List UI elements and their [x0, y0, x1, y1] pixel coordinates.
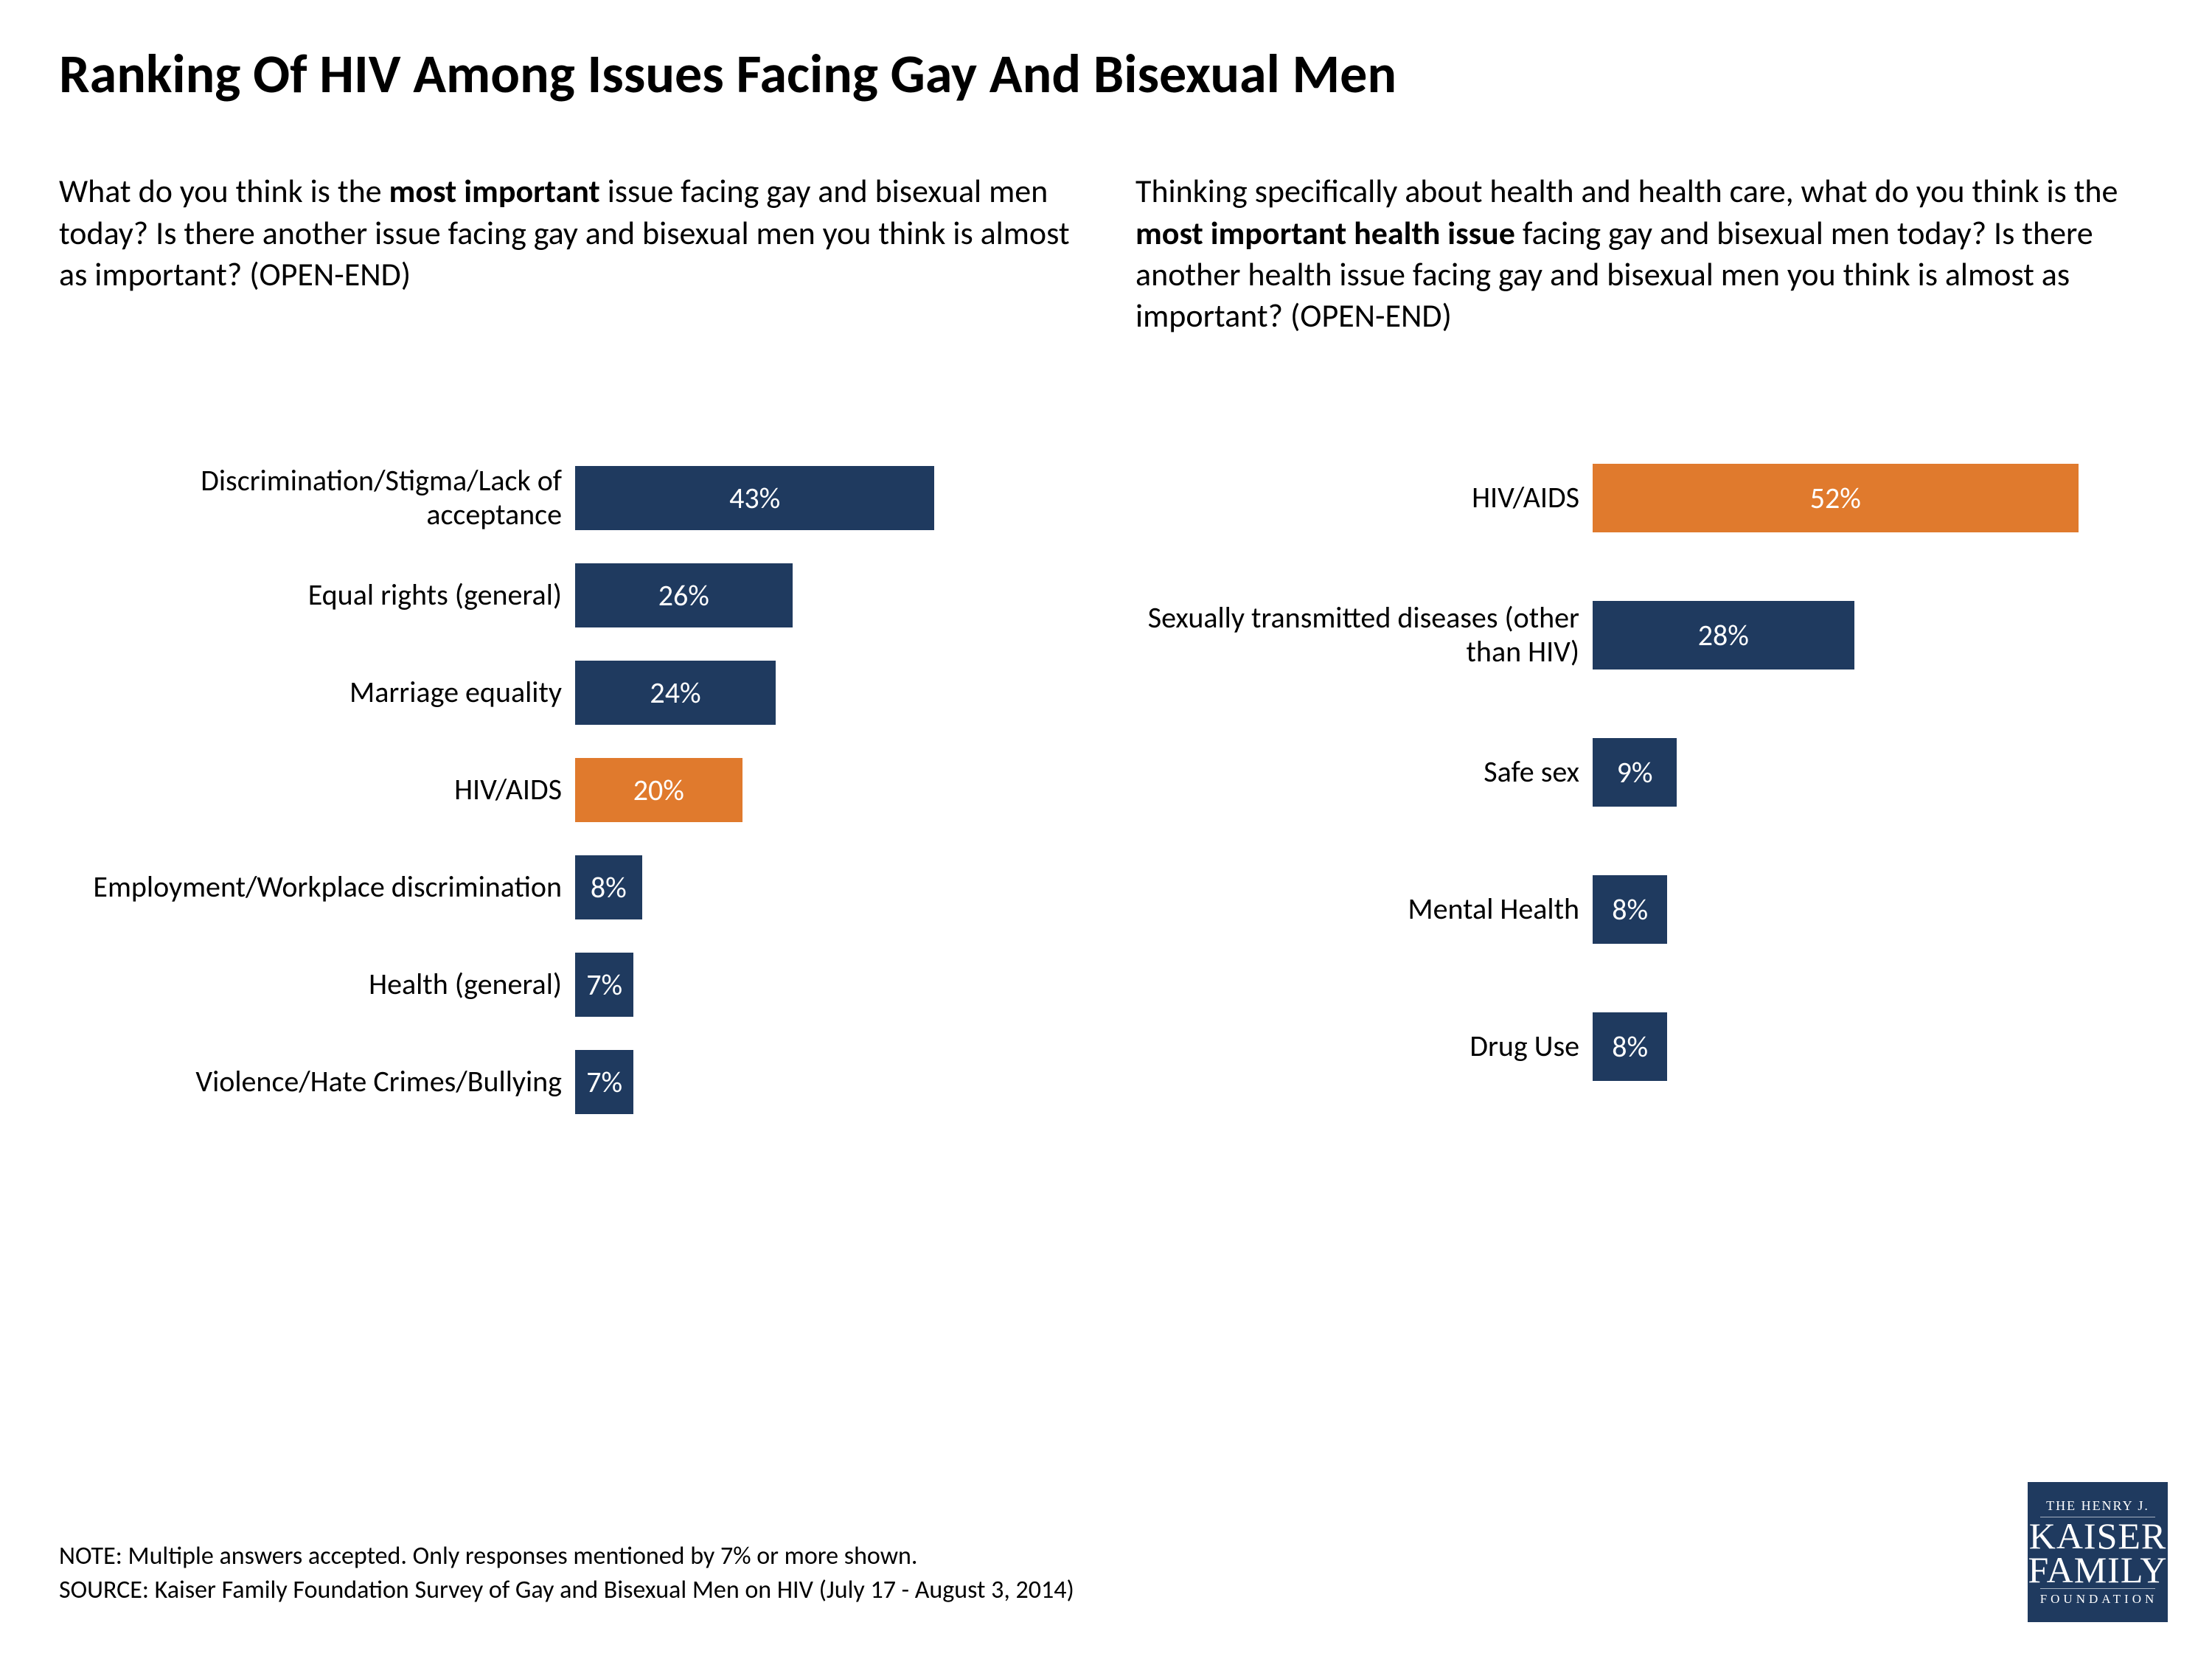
- bar: 8%: [575, 855, 642, 919]
- bar-label: Marriage equality: [59, 675, 575, 709]
- bar-label: Violence/Hate Crimes/Bullying: [59, 1065, 575, 1099]
- bar-label: Discrimination/Stigma/Lack of acceptance: [59, 464, 575, 532]
- chart-columns: What do you think is the most important …: [59, 170, 2153, 1121]
- kaiser-logo: THE HENRY J. KAISER FAMILY FOUNDATION: [2028, 1482, 2168, 1622]
- chart-row: Violence/Hate Crimes/Bullying7%: [59, 1042, 1077, 1121]
- bar-label: Mental Health: [1135, 892, 1593, 926]
- bar: 7%: [575, 953, 633, 1016]
- bar-value: 8%: [1593, 1029, 1667, 1065]
- footer: NOTE: Multiple answers accepted. Only re…: [59, 1540, 1074, 1607]
- left-question: What do you think is the most important …: [59, 170, 1077, 406]
- left-column: What do you think is the most important …: [59, 170, 1077, 1121]
- bar-value: 8%: [1593, 891, 1667, 928]
- bar: 43%: [575, 466, 934, 529]
- bar-area: 7%: [575, 1042, 1077, 1121]
- bar-value: 26%: [575, 577, 793, 613]
- bar-area: 28%: [1593, 595, 2153, 675]
- page-title: Ranking Of HIV Among Issues Facing Gay A…: [59, 44, 2153, 104]
- chart-row: Mental Health8%: [1135, 869, 2153, 949]
- chart-row: HIV/AIDS20%: [59, 750, 1077, 830]
- bar-value: 7%: [575, 1064, 633, 1100]
- right-column: Thinking specifically about health and h…: [1135, 170, 2153, 1121]
- bar: 26%: [575, 563, 793, 627]
- bar-value: 52%: [1593, 480, 2079, 516]
- bar-value: 24%: [575, 675, 776, 711]
- logo-top: THE HENRY J.: [2040, 1498, 2156, 1517]
- chart-row: Sexually transmitted diseases (other tha…: [1135, 595, 2153, 675]
- chart-row: Equal rights (general)26%: [59, 555, 1077, 635]
- bar: 8%: [1593, 1012, 1667, 1081]
- bar-label: HIV/AIDS: [59, 773, 575, 807]
- bar: 24%: [575, 661, 776, 724]
- bar-area: 7%: [575, 945, 1077, 1024]
- bar-area: 24%: [575, 653, 1077, 732]
- q-bold: most important health issue: [1135, 213, 1515, 253]
- chart-row: Drug Use8%: [1135, 1006, 2153, 1086]
- bar: 8%: [1593, 875, 1667, 944]
- logo-bottom: FOUNDATION: [2040, 1588, 2156, 1607]
- q-text: Thinking specifically about health and h…: [1135, 171, 2118, 211]
- chart-row: HIV/AIDS52%: [1135, 458, 2153, 538]
- bar-area: 8%: [1593, 869, 2153, 949]
- bar-value: 43%: [575, 480, 934, 516]
- right-chart: HIV/AIDS52% Sexually transmitted diseases…: [1135, 458, 2153, 1086]
- bar: 20%: [575, 758, 742, 821]
- bar-label: Employment/Workplace discrimination: [59, 870, 575, 904]
- chart-row: Discrimination/Stigma/Lack of acceptance…: [59, 458, 1077, 538]
- footer-note: NOTE: Multiple answers accepted. Only re…: [59, 1540, 1074, 1573]
- bar-area: 20%: [575, 750, 1077, 830]
- bar-value: 28%: [1593, 617, 1854, 653]
- q-text: What do you think is the: [59, 171, 389, 211]
- bar: 7%: [575, 1050, 633, 1113]
- bar: 52%: [1593, 464, 2079, 532]
- bar-label: Safe sex: [1135, 755, 1593, 789]
- logo-line1: KAISER: [2029, 1519, 2167, 1553]
- chart-row: Safe sex9%: [1135, 732, 2153, 812]
- right-question: Thinking specifically about health and h…: [1135, 170, 2153, 406]
- bar-area: 8%: [575, 847, 1077, 927]
- bar-label: Drug Use: [1135, 1029, 1593, 1063]
- chart-row: Employment/Workplace discrimination8%: [59, 847, 1077, 927]
- logo-line2: FAMILY: [2028, 1553, 2168, 1587]
- chart-row: Health (general)7%: [59, 945, 1077, 1024]
- q-bold: most important: [389, 171, 600, 211]
- left-chart: Discrimination/Stigma/Lack of acceptance…: [59, 458, 1077, 1121]
- bar: 9%: [1593, 738, 1677, 807]
- bar-area: 26%: [575, 555, 1077, 635]
- bar-value: 7%: [575, 967, 633, 1003]
- bar: 28%: [1593, 601, 1854, 669]
- bar-label: Sexually transmitted diseases (other tha…: [1135, 601, 1593, 669]
- bar-area: 52%: [1593, 458, 2153, 538]
- bar-label: HIV/AIDS: [1135, 481, 1593, 515]
- bar-area: 9%: [1593, 732, 2153, 812]
- bar-value: 20%: [575, 772, 742, 808]
- bar-label: Health (general): [59, 967, 575, 1001]
- bar-area: 8%: [1593, 1006, 2153, 1086]
- bar-value: 9%: [1593, 754, 1677, 790]
- chart-row: Marriage equality24%: [59, 653, 1077, 732]
- bar-value: 8%: [575, 869, 642, 905]
- bar-area: 43%: [575, 458, 1077, 538]
- footer-source: SOURCE: Kaiser Family Foundation Survey …: [59, 1573, 1074, 1607]
- bar-label: Equal rights (general): [59, 578, 575, 612]
